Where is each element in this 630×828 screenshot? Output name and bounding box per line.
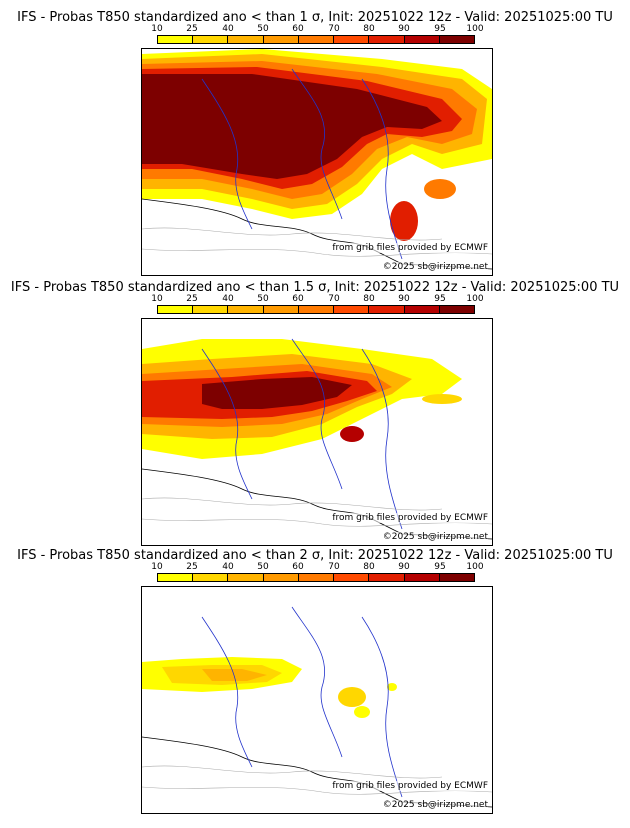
colorbar-tick: 100 xyxy=(466,294,484,304)
colorbar-tick: 90 xyxy=(398,24,410,34)
colorbar-tick: 10 xyxy=(151,24,163,34)
colorbar-swatch xyxy=(439,306,474,313)
map-panel-2: IFS - Probas T850 standardized ano < tha… xyxy=(0,280,630,550)
colorbar-swatch xyxy=(369,306,405,313)
colorbar-tick: 90 xyxy=(398,294,410,304)
colorbar-swatch xyxy=(228,574,264,581)
colorbar: 10 25 40 50 60 70 80 90 95 100 xyxy=(151,24,484,48)
colorbar-swatches xyxy=(157,573,475,582)
colorbar-swatch xyxy=(228,36,264,43)
colorbar-swatch xyxy=(158,306,194,313)
colorbar-ticks: 10 25 40 50 60 70 80 90 95 100 xyxy=(151,294,483,305)
map-panel-3: IFS - Probas T850 standardized ano < tha… xyxy=(0,548,630,818)
colorbar-swatch xyxy=(404,36,440,43)
map-graphic xyxy=(142,587,492,813)
colorbar-tick: 95 xyxy=(434,24,446,34)
colorbar-tick: 40 xyxy=(222,294,234,304)
colorbar-swatch xyxy=(334,306,370,313)
colorbar-swatch xyxy=(193,574,229,581)
credit-source: from grib files provided by ECMWF xyxy=(332,243,488,253)
colorbar-tick: 80 xyxy=(363,562,375,572)
colorbar-swatch xyxy=(334,36,370,43)
colorbar-swatch xyxy=(228,306,264,313)
credit-copyright: ©2025 sb@irizpme.net xyxy=(382,262,488,272)
colorbar-swatch xyxy=(298,306,335,313)
panel-title: IFS - Probas T850 standardized ano < tha… xyxy=(17,548,613,563)
colorbar-swatch xyxy=(369,574,405,581)
colorbar-swatch xyxy=(334,574,370,581)
colorbar-swatch xyxy=(263,36,299,43)
colorbar-tick: 50 xyxy=(257,562,269,572)
colorbar-swatch xyxy=(193,306,229,313)
colorbar-tick: 80 xyxy=(363,24,375,34)
map-graphic xyxy=(142,49,492,275)
colorbar-ticks: 10 25 40 50 60 70 80 90 95 100 xyxy=(151,562,483,573)
probability-map: from grib files provided by ECMWF ©2025 … xyxy=(141,586,493,814)
colorbar-tick: 50 xyxy=(257,294,269,304)
colorbar-tick: 40 xyxy=(222,562,234,572)
colorbar-swatch xyxy=(439,574,474,581)
colorbar-tick: 70 xyxy=(328,562,340,572)
colorbar-tick: 50 xyxy=(257,24,269,34)
colorbar-tick: 80 xyxy=(363,294,375,304)
colorbar-tick: 70 xyxy=(328,24,340,34)
colorbar-swatch xyxy=(404,574,440,581)
colorbar-swatch xyxy=(193,36,229,43)
colorbar: 10 25 40 50 60 70 80 90 95 100 xyxy=(151,562,484,586)
panel-title: IFS - Probas T850 standardized ano < tha… xyxy=(17,10,613,25)
colorbar: 10 25 40 50 60 70 80 90 95 100 xyxy=(151,294,484,318)
colorbar-swatch xyxy=(263,574,299,581)
colorbar-tick: 60 xyxy=(292,24,304,34)
colorbar-swatch xyxy=(439,36,474,43)
colorbar-tick: 25 xyxy=(186,562,198,572)
colorbar-tick: 10 xyxy=(151,294,163,304)
credit-source: from grib files provided by ECMWF xyxy=(332,781,488,791)
colorbar-tick: 70 xyxy=(328,294,340,304)
colorbar-tick: 100 xyxy=(466,562,484,572)
colorbar-tick: 95 xyxy=(434,294,446,304)
colorbar-swatch xyxy=(158,36,194,43)
map-panel-1: IFS - Probas T850 standardized ano < tha… xyxy=(0,10,630,280)
colorbar-tick: 25 xyxy=(186,294,198,304)
credit-copyright: ©2025 sb@irizpme.net xyxy=(382,800,488,810)
colorbar-tick: 60 xyxy=(292,294,304,304)
probability-map: from grib files provided by ECMWF ©2025 … xyxy=(141,48,493,276)
colorbar-swatches xyxy=(157,35,475,44)
credit-copyright: ©2025 sb@irizpme.net xyxy=(382,532,488,542)
colorbar-tick: 10 xyxy=(151,562,163,572)
map-graphic xyxy=(142,319,492,545)
colorbar-swatch xyxy=(298,36,335,43)
colorbar-swatch xyxy=(404,306,440,313)
colorbar-ticks: 10 25 40 50 60 70 80 90 95 100 xyxy=(151,24,483,35)
colorbar-tick: 95 xyxy=(434,562,446,572)
probability-map: from grib files provided by ECMWF ©2025 … xyxy=(141,318,493,546)
colorbar-tick: 100 xyxy=(466,24,484,34)
colorbar-tick: 60 xyxy=(292,562,304,572)
colorbar-tick: 25 xyxy=(186,24,198,34)
colorbar-tick: 90 xyxy=(398,562,410,572)
credit-source: from grib files provided by ECMWF xyxy=(332,513,488,523)
panel-title: IFS - Probas T850 standardized ano < tha… xyxy=(10,280,620,295)
colorbar-swatch xyxy=(369,36,405,43)
colorbar-tick: 40 xyxy=(222,24,234,34)
colorbar-swatch xyxy=(298,574,335,581)
colorbar-swatches xyxy=(157,305,475,314)
colorbar-swatch xyxy=(158,574,194,581)
colorbar-swatch xyxy=(263,306,299,313)
